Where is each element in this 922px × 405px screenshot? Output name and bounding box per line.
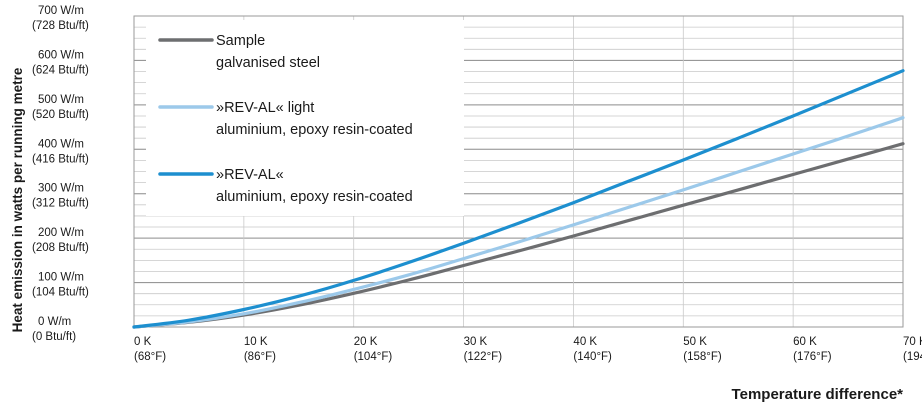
legend-box [146, 20, 464, 216]
y-tick-sublabel: (0 Btu/ft) [32, 331, 76, 343]
x-tick-sublabel: (104°F) [354, 351, 393, 363]
series-line-2 [132, 116, 905, 329]
x-tick-label: 40 K [573, 336, 597, 348]
legend: Sample galvanised steel »REV-AL« light alum… [146, 20, 464, 216]
x-tick-label: 50 K [683, 336, 707, 348]
y-tick-sublabel: (416 Btu/ft) [32, 153, 89, 165]
x-tick-sublabel: (194°F) [903, 351, 922, 363]
x-tick-label: 30 K [464, 336, 488, 348]
y-axis-title: Heat emission in watts per running metre [10, 67, 25, 332]
series-line-3 [132, 69, 905, 329]
y-tick-label: 200 W/m [38, 227, 84, 239]
x-tick-label: 10 K [244, 336, 268, 348]
y-tick-label: 500 W/m [38, 94, 84, 106]
y-tick-sublabel: (624 Btu/ft) [32, 64, 89, 76]
legend-label-3: »REV-AL« [216, 167, 284, 183]
y-axis-tick-labels: 0 W/m (0 Btu/ft) 100 W/m (104 Btu/ft) 200 W/… [32, 5, 89, 343]
legend-sublabel-1: galvanised steel [216, 55, 320, 71]
x-tick-sublabel: (158°F) [683, 351, 722, 363]
y-tick-label: 400 W/m [38, 138, 84, 150]
y-tick-sublabel: (312 Btu/ft) [32, 198, 89, 210]
x-tick-sublabel: (86°F) [244, 351, 276, 363]
plot-border [133, 15, 904, 328]
legend-sublabel-2: aluminium, epoxy resin-coated [216, 122, 413, 138]
y-tick-sublabel: (208 Btu/ft) [32, 242, 89, 254]
y-tick-label: 0 W/m [38, 316, 71, 328]
series-lines [132, 69, 905, 329]
y-tick-sublabel: (520 Btu/ft) [32, 109, 89, 121]
y-tick-sublabel: (104 Btu/ft) [32, 287, 89, 299]
x-axis-title: Temperature difference* [732, 386, 904, 403]
x-tick-label: 0 K [134, 336, 152, 348]
legend-label-2: »REV-AL« light [216, 100, 314, 116]
x-tick-sublabel: (68°F) [134, 351, 166, 363]
x-tick-sublabel: (122°F) [464, 351, 503, 363]
x-tick-sublabel: (176°F) [793, 351, 832, 363]
y-tick-label: 300 W/m [38, 183, 84, 195]
x-axis-tick-labels: 0 K (68°F) 10 K (86°F) 20 K (104°F) 30 K (122°F… [134, 336, 922, 363]
legend-label-1: Sample [216, 33, 265, 49]
x-tick-label: 20 K [354, 336, 378, 348]
x-tick-label: 70 K [903, 336, 922, 348]
y-tick-label: 100 W/m [38, 272, 84, 284]
y-tick-sublabel: (728 Btu/ft) [32, 20, 89, 32]
x-tick-sublabel: (140°F) [573, 351, 612, 363]
y-tick-label: 700 W/m [38, 5, 84, 17]
legend-sublabel-3: aluminium, epoxy resin-coated [216, 189, 413, 205]
y-tick-label: 600 W/m [38, 49, 84, 61]
x-tick-label: 60 K [793, 336, 817, 348]
